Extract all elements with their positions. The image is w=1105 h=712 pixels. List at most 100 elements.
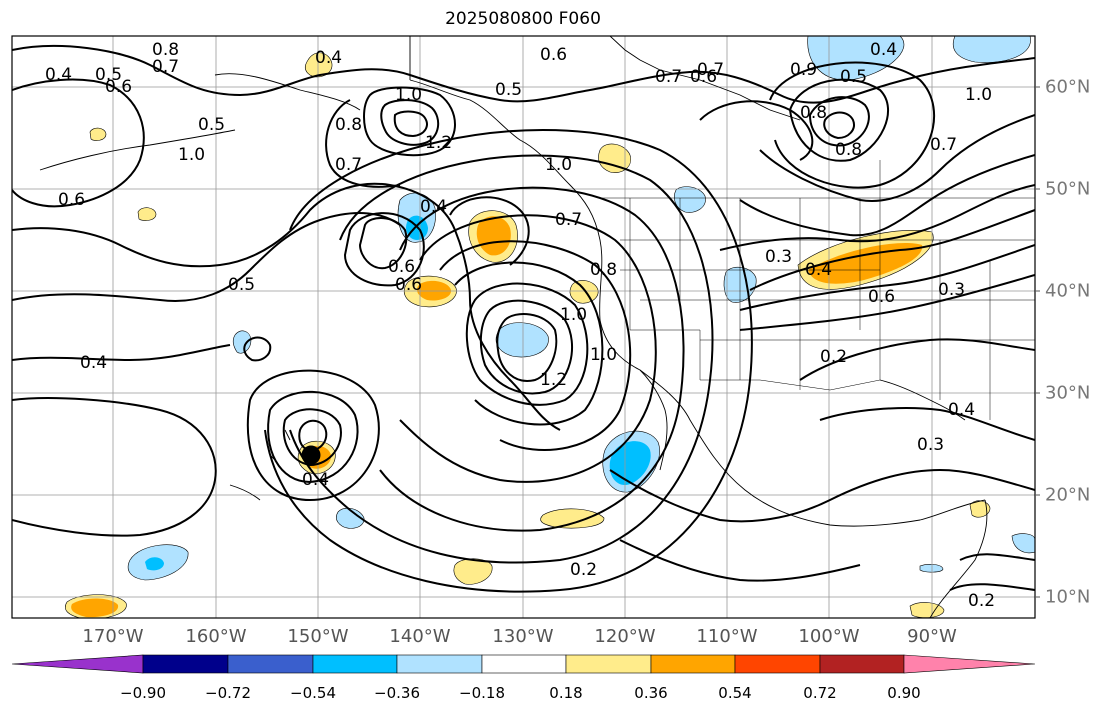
contour-label: 0.7 (697, 60, 724, 80)
lon-label: 100°W (798, 626, 860, 647)
contour-label: 0.6 (868, 287, 895, 307)
contour-label: 0.8 (800, 103, 827, 123)
contour-label: 0.8 (835, 140, 862, 160)
coastlines (39, 36, 988, 618)
contour-label: 0.2 (570, 560, 597, 580)
lat-label: 40°N (1045, 280, 1091, 302)
contour-label: 0.8 (335, 115, 362, 135)
contour-label: 0.2 (968, 591, 995, 611)
colorbar-tick-label: −0.18 (459, 684, 505, 702)
colorbar-tick-label: 0.18 (549, 684, 583, 702)
contour-label: 0.3 (917, 435, 944, 455)
contour-label: 0.6 (58, 190, 85, 210)
graticule (12, 36, 1035, 618)
colorbar-segment (481, 654, 567, 674)
lon-label: 120°W (594, 626, 656, 647)
contour-label: 0.3 (765, 247, 792, 267)
lat-label: 20°N (1045, 484, 1091, 506)
contour-label: 0.6 (540, 45, 567, 65)
contour-label: 0.2 (820, 347, 847, 367)
negative-anomaly (1011, 533, 1035, 554)
contour-label: 0.4 (302, 470, 329, 490)
contour-label: 0.7 (930, 135, 957, 155)
lon-label: 160°W (185, 626, 247, 647)
contour-label: 0.4 (45, 65, 72, 85)
contour-label: 0.5 (228, 275, 255, 295)
contour-label: 0.3 (938, 280, 965, 300)
colorbar-tick-label: 0.54 (718, 684, 752, 702)
contour-label: 1.0 (395, 85, 422, 105)
contour-label: 0.5 (840, 67, 867, 87)
negative-anomaly (674, 186, 706, 213)
positive-anomaly (71, 598, 119, 618)
map-title: 2025080800 F060 (445, 9, 601, 29)
contour-label: 0.9 (790, 60, 817, 80)
contour-label: 0.7 (152, 57, 179, 77)
lon-label: 110°W (696, 626, 758, 647)
colorbar-tick-label: 0.36 (634, 684, 668, 702)
political-borders (600, 160, 1035, 420)
contour-label: 0.5 (198, 115, 225, 135)
contour-label: 0.6 (105, 77, 132, 97)
contour-label: 1.0 (590, 345, 617, 365)
contour-label: 0.5 (95, 65, 122, 85)
contour-label: 0.4 (420, 197, 447, 217)
negative-anomaly (919, 564, 944, 573)
contour-label: 1.2 (425, 133, 452, 153)
negative-anomaly (145, 557, 164, 571)
contour-label: 0.8 (590, 260, 617, 280)
contour-label: 1.2 (540, 370, 567, 390)
contour-label: 0.4 (870, 40, 897, 60)
colorbar-segment (734, 654, 821, 674)
contour-label: 0.5 (495, 80, 522, 100)
colorbar-segment (396, 654, 483, 674)
positive-anomaly (569, 280, 599, 304)
storm-center-marker (301, 445, 321, 465)
colorbar-segment (312, 654, 398, 674)
positive-anomaly (89, 127, 107, 141)
lat-ticks (1035, 86, 1040, 598)
colorbar-tick-label: 0.72 (803, 684, 837, 702)
lat-label: 60°N (1045, 76, 1091, 98)
contour-label: 1.0 (965, 85, 992, 105)
contour-label: 0.7 (335, 155, 362, 175)
contour-label: 0.6 (690, 67, 717, 87)
contour-label: 0.8 (152, 40, 179, 60)
positive-anomaly (540, 508, 605, 529)
contour-label: 0.7 (655, 67, 682, 87)
colorbar-segment (142, 654, 229, 674)
colorbar-segment (650, 654, 736, 674)
colorbar-segment (565, 654, 652, 674)
negative-anomaly (232, 330, 252, 354)
lat-label: 50°N (1045, 178, 1091, 200)
map-frame (11, 35, 1036, 619)
contour-label: 0.4 (805, 260, 832, 280)
contour-label: 0.6 (388, 257, 415, 277)
contour-label: 0.6 (395, 275, 422, 295)
colorbar-segment (227, 654, 314, 674)
negative-anomaly (952, 36, 1031, 63)
lon-label: 140°W (389, 626, 451, 647)
positive-anomaly (909, 602, 945, 618)
colorbar-tick-label: −0.36 (374, 684, 420, 702)
positive-anomaly (808, 242, 923, 284)
lat-label: 10°N (1045, 586, 1091, 608)
positive-anomaly (969, 500, 991, 518)
contour-label: 1.0 (178, 145, 205, 165)
lon-label: 170°W (82, 626, 144, 647)
negative-anomaly (336, 507, 365, 529)
lon-label: 90°W (907, 626, 957, 647)
contour-label: 0.4 (315, 48, 342, 68)
contour-label: 0.4 (80, 353, 107, 373)
contour-label-group: 0.4 0.5 0.6 0.7 0.8 1.0 0.4 0.5 0.6 0.7 … (45, 40, 995, 611)
negative-anomaly (495, 322, 549, 358)
colorbar (11, 654, 1036, 674)
contour-label: 0.4 (948, 400, 975, 420)
colorbar-tick-label: −0.54 (290, 684, 336, 702)
contour-label: 1.0 (560, 305, 587, 325)
lon-label: 150°W (287, 626, 349, 647)
positive-anomaly (453, 558, 493, 585)
negative-anomaly (609, 441, 651, 486)
colorbar-tick-label: −0.90 (120, 684, 166, 702)
